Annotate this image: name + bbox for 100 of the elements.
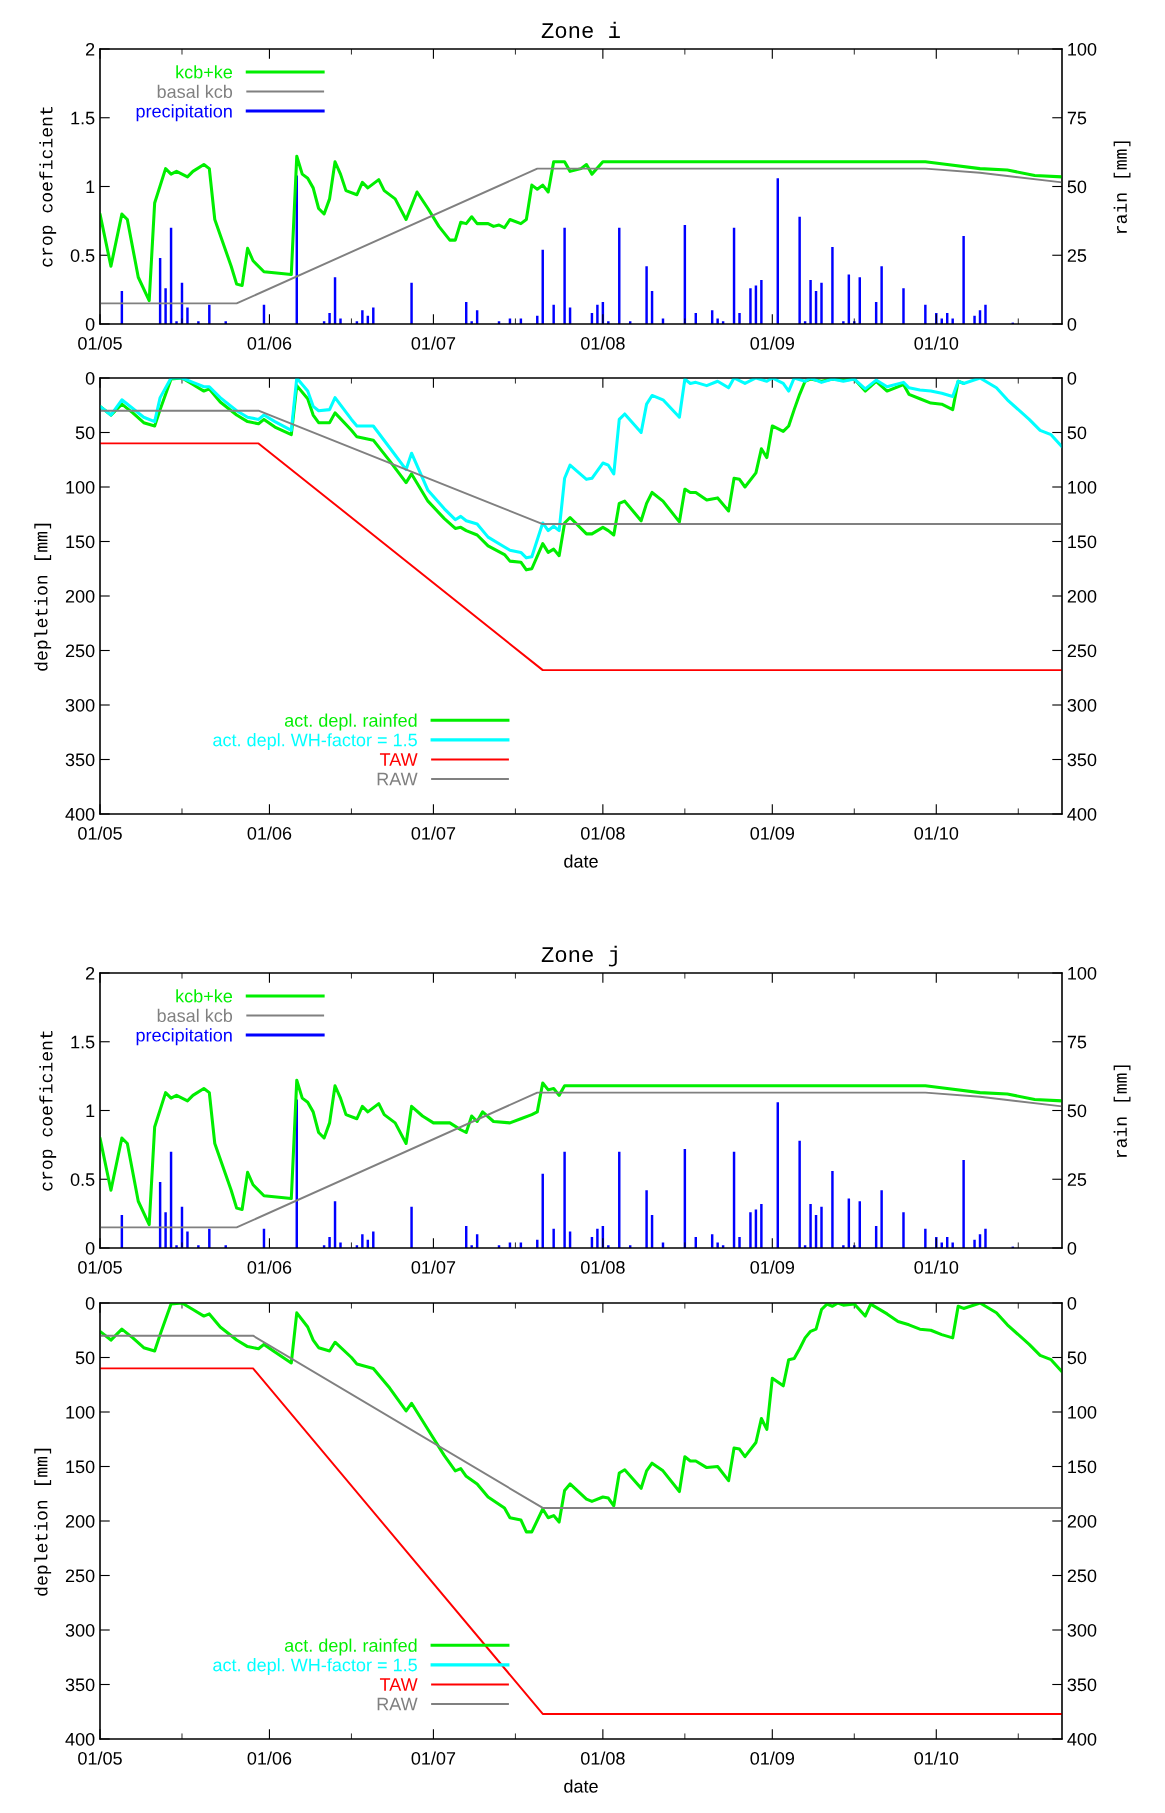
y-tick-label: 350 [65,1678,95,1692]
x-tick-label: 01/05 [78,1751,122,1765]
legend-label: act. depl. rainfed [284,1638,417,1656]
y-tick-label: 150 [66,535,95,549]
y-tick-label: 50 [75,426,95,440]
y-tick-label: 1.5 [71,111,95,125]
x-tick-label: 01/07 [411,1751,456,1765]
y-axis-title: depletion [mm] [34,523,52,671]
y-tick-label: 100 [66,480,95,494]
y-tick-label: 0.5 [70,249,95,262]
y2-tick-label: 350 [1067,1678,1097,1692]
y-tick-label: 200 [65,1514,95,1528]
y2-tick-label: 350 [1067,753,1097,767]
legend-label: basal kcb [157,1008,233,1023]
legend-label: precipitation [136,104,232,122]
legend-label: act. depl. rainfed [284,713,417,731]
y-tick-label: 250 [65,644,95,658]
y2-tick-label: 300 [1067,698,1097,712]
x-tick-label: 01/06 [247,1260,292,1274]
x-tick-label: 01/05 [78,826,122,840]
x-tick-label: 01/10 [914,336,959,350]
y-tick-label: 2 [86,42,95,56]
x-tick-label: 01/10 [914,1260,959,1274]
y2-tick-label: 25 [1067,1173,1087,1186]
x-tick-label: 01/07 [411,826,456,840]
y2-tick-label: 400 [1067,1732,1097,1746]
y-tick-label: 0 [85,1296,95,1310]
legend-label: TAW [379,1678,418,1691]
y-tick-label: 400 [65,807,95,821]
y-tick-label: 350 [65,753,95,767]
x-tick-label: 01/08 [580,336,625,350]
y2-tick-label: 75 [1067,111,1087,125]
x-tick-label: 01/09 [750,336,795,350]
y2-tick-label: 50 [1067,426,1087,440]
y2-tick-label: 250 [1067,1569,1097,1583]
y2-tick-label: 400 [1067,807,1097,821]
y-tick-label: 250 [65,1569,95,1583]
y2-tick-label: 0 [1067,317,1077,331]
y2-tick-label: 50 [1067,1104,1087,1118]
y2-tick-label: 100 [1068,480,1097,494]
x-tick-label: 01/07 [411,1260,456,1274]
x-tick-label: 01/09 [750,826,795,840]
y2-tick-label: 300 [1067,1623,1097,1637]
y-tick-label: 0 [85,317,95,331]
legend-label: RAW [377,1697,418,1711]
y2-tick-label: 200 [1067,589,1097,603]
y2-tick-label: 50 [1067,180,1087,194]
legend-label: RAW [377,772,418,786]
y2-tick-label: 50 [1067,1351,1087,1365]
y2-tick-label: 100 [1068,966,1097,980]
y2-tick-label: 25 [1067,249,1087,262]
y-tick-label: 2 [86,966,95,980]
x-tick-label: 01/10 [914,826,959,840]
legend-label: precipitation [136,1028,232,1046]
legend-label: basal kcb [157,84,233,99]
y-tick-label: 1.5 [71,1035,95,1049]
legend-label: TAW [379,753,418,766]
y-tick-label: 0 [85,1241,95,1255]
chart-title: Zone j [541,945,617,967]
chart-title: Zone i [541,21,620,39]
legend-label: act. depl. WH-factor = 1.5 [213,1658,417,1675]
y-tick-label: 150 [66,1460,95,1474]
y-axis-title: depletion [mm] [34,1448,52,1596]
y2-tick-label: 0 [1067,371,1077,385]
x-tick-label: 01/06 [247,826,292,840]
y-tick-label: 1 [86,180,95,194]
y2-tick-label: 100 [1068,1405,1097,1419]
y-tick-label: 0 [85,371,95,385]
x-tick-label: 01/09 [750,1260,795,1274]
x-tick-label: 01/08 [580,1260,625,1274]
y2-tick-label: 0 [1067,1296,1077,1310]
y2-tick-label: 75 [1067,1035,1087,1049]
y-axis-title: crop coeficient [39,107,57,267]
legend-label: act. depl. WH-factor = 1.5 [213,733,417,750]
x-tick-label: 01/06 [247,1751,292,1765]
y-tick-label: 300 [65,698,95,712]
y-tick-label: 300 [65,1623,95,1637]
y2-tick-label: 250 [1067,644,1097,658]
y-tick-label: 1 [86,1104,95,1118]
y2-axis-title: rain [mm] [1113,1065,1131,1158]
x-axis-title: date [564,1779,598,1793]
y-tick-label: 200 [65,589,95,603]
x-tick-label: 01/08 [580,826,625,840]
y2-tick-label: 150 [1068,535,1097,549]
y-tick-label: 400 [65,1732,95,1746]
x-tick-label: 01/09 [750,1751,795,1765]
y-tick-label: 100 [66,1405,95,1419]
legend-label: kcb+ke [176,65,233,79]
y-tick-label: 0.5 [70,1173,95,1186]
x-tick-label: 01/10 [914,1751,959,1765]
y-axis-title: crop coeficient [39,1031,57,1191]
x-axis-title: date [564,854,598,868]
y2-axis-title: rain [mm] [1113,141,1131,234]
y2-tick-label: 0 [1067,1241,1077,1255]
y2-tick-label: 100 [1068,42,1097,56]
x-tick-label: 01/05 [78,336,122,350]
legend-label: kcb+ke [176,989,233,1003]
y2-tick-label: 200 [1067,1514,1097,1528]
x-tick-label: 01/07 [411,336,456,350]
x-tick-label: 01/08 [580,1751,625,1765]
